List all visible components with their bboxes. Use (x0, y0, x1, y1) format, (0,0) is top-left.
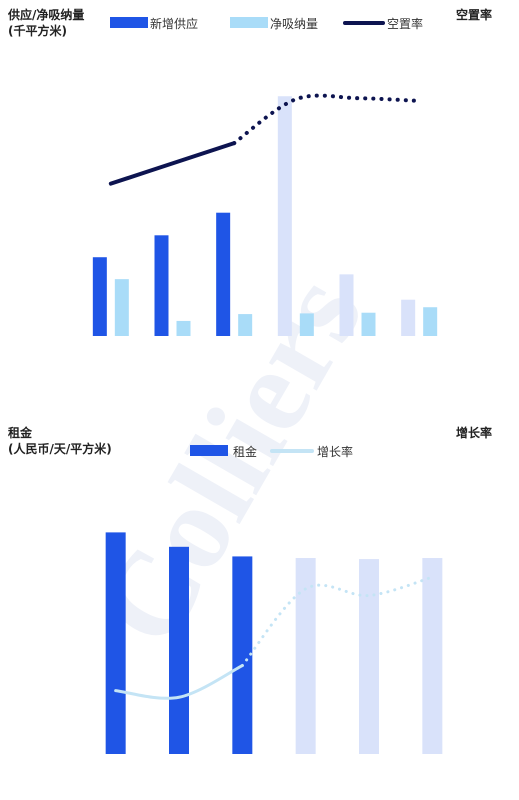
legend-swatch-new-supply (110, 17, 148, 28)
bar-bar-0 (401, 299, 416, 336)
bar-bar-0 (339, 274, 354, 336)
bar-bar-0 (169, 546, 189, 754)
bar-bar-0 (92, 257, 107, 336)
legend-label-net-absorption: 净吸纳量 (270, 17, 318, 31)
bar-bar-0 (422, 558, 443, 754)
line-actual (114, 664, 244, 700)
legend-label-growth: 增长率 (317, 444, 353, 459)
legend-label-new-supply: 新增供应 (150, 16, 198, 31)
supply-absorption-chart (92, 93, 438, 336)
bar-bar-0 (277, 96, 292, 336)
legend-swatch-rent (190, 445, 228, 456)
bar-bar-1 (176, 320, 191, 336)
growth-axis-title: 增长率 (456, 425, 492, 440)
line-forecast (232, 93, 422, 146)
vacancy-axis-title: 空置率 (456, 7, 492, 22)
line-actual (108, 141, 237, 186)
bar-bar-1 (238, 314, 253, 336)
bar-bar-0 (216, 212, 231, 336)
line-forecast (240, 575, 434, 668)
supply-chart-title-line2: (千平方米) (8, 23, 67, 38)
legend-label-rent: 租金 (233, 444, 257, 459)
bar-bar-0 (105, 532, 126, 754)
legend-swatch-net-absorption (230, 17, 268, 28)
supply-chart-title-line1: 供应/净吸纳量 (7, 7, 84, 22)
rent-chart-title-line2: (人民币/天/平方米) (8, 441, 112, 456)
bar-bar-0 (295, 558, 316, 754)
bar-bar-1 (361, 312, 376, 336)
rent-chart-title-line1: 租金 (8, 425, 33, 440)
bar-bar-1 (114, 279, 129, 336)
rent-chart (105, 532, 443, 754)
bar-bar-0 (359, 559, 379, 754)
bar-bar-0 (154, 235, 169, 336)
bar-bar-1 (299, 313, 314, 336)
bar-bar-0 (232, 556, 253, 754)
bar-bar-1 (423, 307, 438, 336)
legend-label-vacancy: 空置率 (387, 16, 423, 31)
